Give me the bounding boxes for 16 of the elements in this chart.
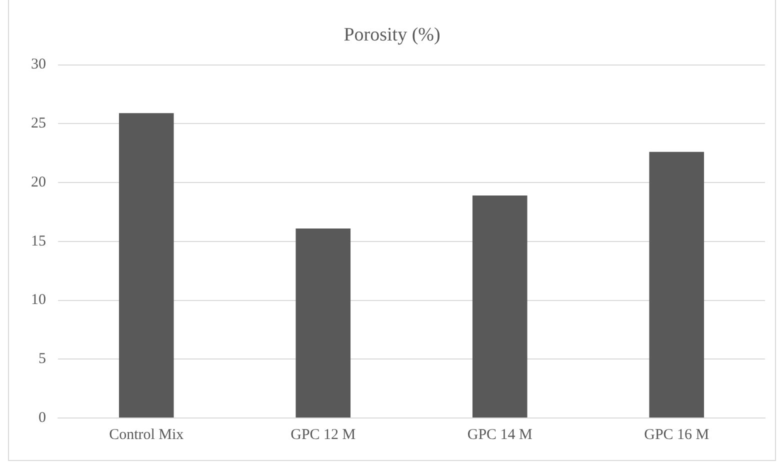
x-tick-label: Control Mix: [109, 426, 184, 443]
y-tick-label: 20: [31, 174, 46, 190]
y-tick-label: 25: [31, 116, 46, 132]
x-tick-label: GPC 12 M: [290, 426, 356, 443]
bar: [296, 228, 351, 418]
x-tick-label: GPC 16 M: [644, 426, 710, 443]
y-tick-label: 15: [31, 233, 46, 250]
bar: [649, 152, 704, 418]
bar: [472, 195, 528, 418]
y-tick-label: 30: [31, 56, 46, 73]
y-tick-label: 10: [31, 292, 46, 308]
y-tick-label: 0: [38, 410, 46, 426]
x-tick-label: GPC 14 M: [467, 426, 532, 443]
y-tick-label: 5: [38, 351, 46, 368]
bar: [118, 113, 174, 418]
chart-title: Porosity (%): [344, 24, 440, 46]
